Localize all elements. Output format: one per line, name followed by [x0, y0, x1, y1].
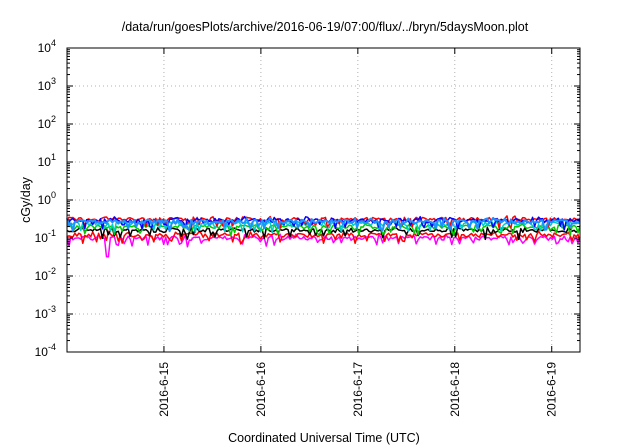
- y-tick-label: 100: [38, 190, 56, 207]
- series-line: [66, 230, 581, 245]
- y-tick-label: 101: [38, 152, 56, 169]
- y-tick-label: 102: [38, 114, 56, 131]
- x-tick-label: 2016-6-17: [351, 362, 365, 417]
- x-axis: 2016-6-15 2016-6-16 2016-6-17 2016-6-18 2016…: [157, 48, 559, 417]
- y-tick-label: 10-3: [35, 304, 56, 321]
- series-line: [66, 216, 581, 233]
- x-axis-label: Coordinated Universal Time (UTC): [228, 431, 420, 445]
- y-axis: 10-4 10-3 10-2 10-1 100 101 102 103 104: [35, 38, 580, 359]
- y-tick-label: 10-2: [35, 266, 56, 283]
- y-tick-label: 10-4: [35, 342, 56, 359]
- series-layer: [66, 215, 581, 258]
- y-tick-label: 104: [38, 38, 56, 55]
- chart-title: /data/run/goesPlots/archive/2016-06-19/0…: [122, 20, 529, 34]
- y-tick-label: 103: [38, 76, 56, 93]
- x-tick-label: 2016-6-16: [254, 362, 268, 417]
- x-tick-label: 2016-6-18: [448, 362, 462, 417]
- y-tick-label: 10-1: [35, 228, 56, 245]
- y-axis-label: cGy/day: [19, 176, 33, 223]
- x-tick-label: 2016-6-15: [157, 362, 171, 417]
- grid: [67, 48, 580, 352]
- x-tick-label: 2016-6-19: [545, 362, 559, 417]
